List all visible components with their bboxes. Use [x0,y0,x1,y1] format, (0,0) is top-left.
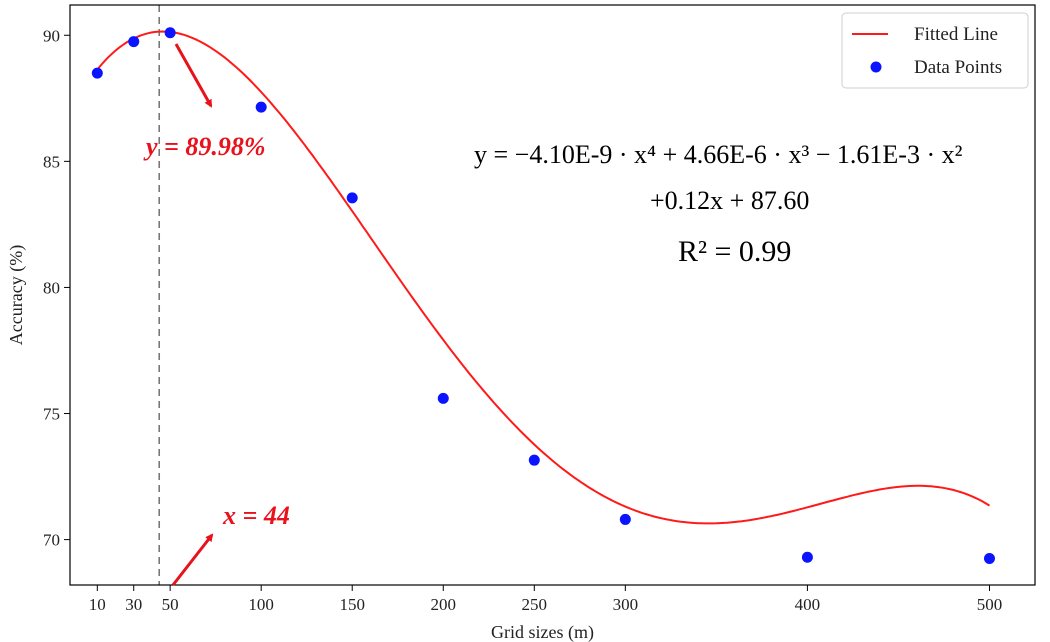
x-axis-title: Grid sizes (m) [491,622,594,642]
axes-layer: 10 30 50 100 150 200 250 300 400 500 70 75 80 85 90 Gri… [6,4,1036,642]
y-tick-label: 80 [43,278,60,297]
data-point [128,36,140,48]
fitted-line [96,30,991,525]
x-tick-label: 30 [125,595,142,614]
legend-label-data-points: Data Points [914,57,1002,78]
y-annotation-arrow [174,43,213,108]
fit-equation-line-2: +0.12x + 87.60 [650,186,810,215]
data-point [528,454,540,466]
x-tick-label: 10 [89,595,106,614]
x-tick-label: 250 [522,595,548,614]
data-point [346,192,358,204]
x-tick-label: 400 [795,595,821,614]
y-tick-label: 85 [43,152,60,171]
x-max-annotation: x = 44 [222,501,290,530]
plot-layer [91,5,995,585]
legend-label-fitted-line: Fitted Line [914,24,998,45]
data-point [255,101,267,113]
x-tick-label: 300 [613,595,639,614]
fit-equation-line-1: y = −4.10E-9 · x⁴ + 4.66E-6 · x³ − 1.61E… [474,140,963,169]
annotation-layer: y = 89.98% x = 44 [143,43,290,586]
legend: Fitted Line Data Points [841,12,1029,89]
y-tick-label: 75 [43,405,60,424]
x-tick-label: 100 [248,595,274,614]
x-tick-label: 500 [977,595,1003,614]
y-tick-label: 70 [43,531,60,550]
legend-point-swatch [870,61,882,73]
data-point [91,67,103,79]
x-annotation-arrow [171,533,214,586]
x-tick-label: 50 [162,595,179,614]
data-point [983,553,995,565]
data-point [437,392,449,404]
x-tick-label: 200 [431,595,457,614]
data-point [619,513,631,525]
x-tick-label: 150 [339,595,365,614]
y-max-annotation: y = 89.98% [143,132,266,161]
plot-frame [69,4,1036,586]
y-tick-label: 90 [43,26,60,45]
data-point [164,27,176,39]
data-point [801,551,813,563]
y-axis-title: Accuracy (%) [6,245,27,345]
r-squared-label: R² = 0.99 [678,235,792,268]
legend-box [841,12,1029,89]
